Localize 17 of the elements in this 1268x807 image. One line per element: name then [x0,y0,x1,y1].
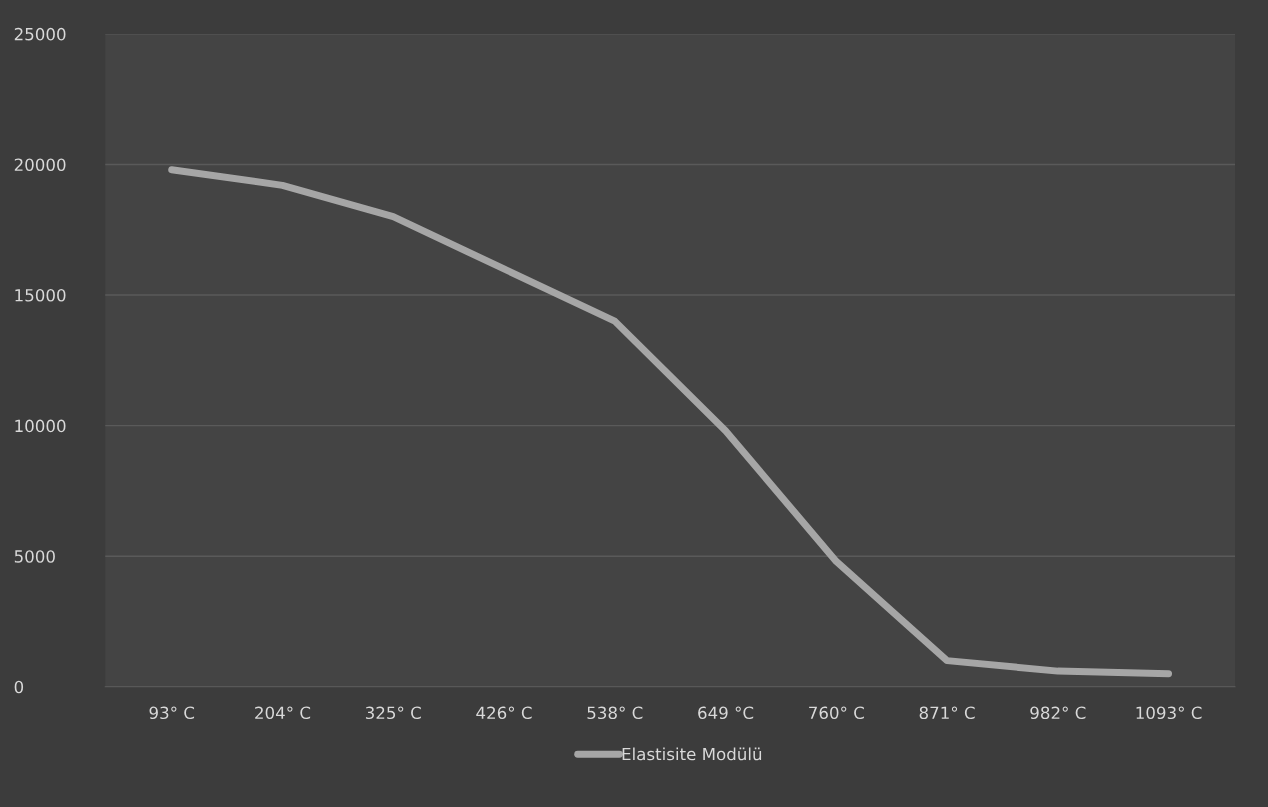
y-tick-label: 15000 [15,289,66,302]
x-tick-label: 1093° C [1136,706,1202,720]
y-tick-label: 10000 [15,419,66,433]
x-tick-label: 649 °C [698,706,754,720]
x-tick-label: 426° C [476,706,532,720]
y-tick-label: 20000 [14,158,66,172]
x-tick-label: 538° C [587,706,643,720]
x-tick-label: 982° C [1030,706,1086,720]
y-tick-label: 5000 [14,550,55,563]
x-tick-label: 204° C [255,706,311,720]
y-tick-label: 0 [14,680,24,694]
x-tick-label: 871° C [919,706,975,720]
x-tick-label: 93° C [149,706,195,720]
x-tick-label: 760° C [809,706,864,720]
y-tick-label: 25000 [14,27,66,41]
x-tick-label: 325° C [365,706,421,720]
legend-label: Elastisite Modülü [622,747,762,761]
